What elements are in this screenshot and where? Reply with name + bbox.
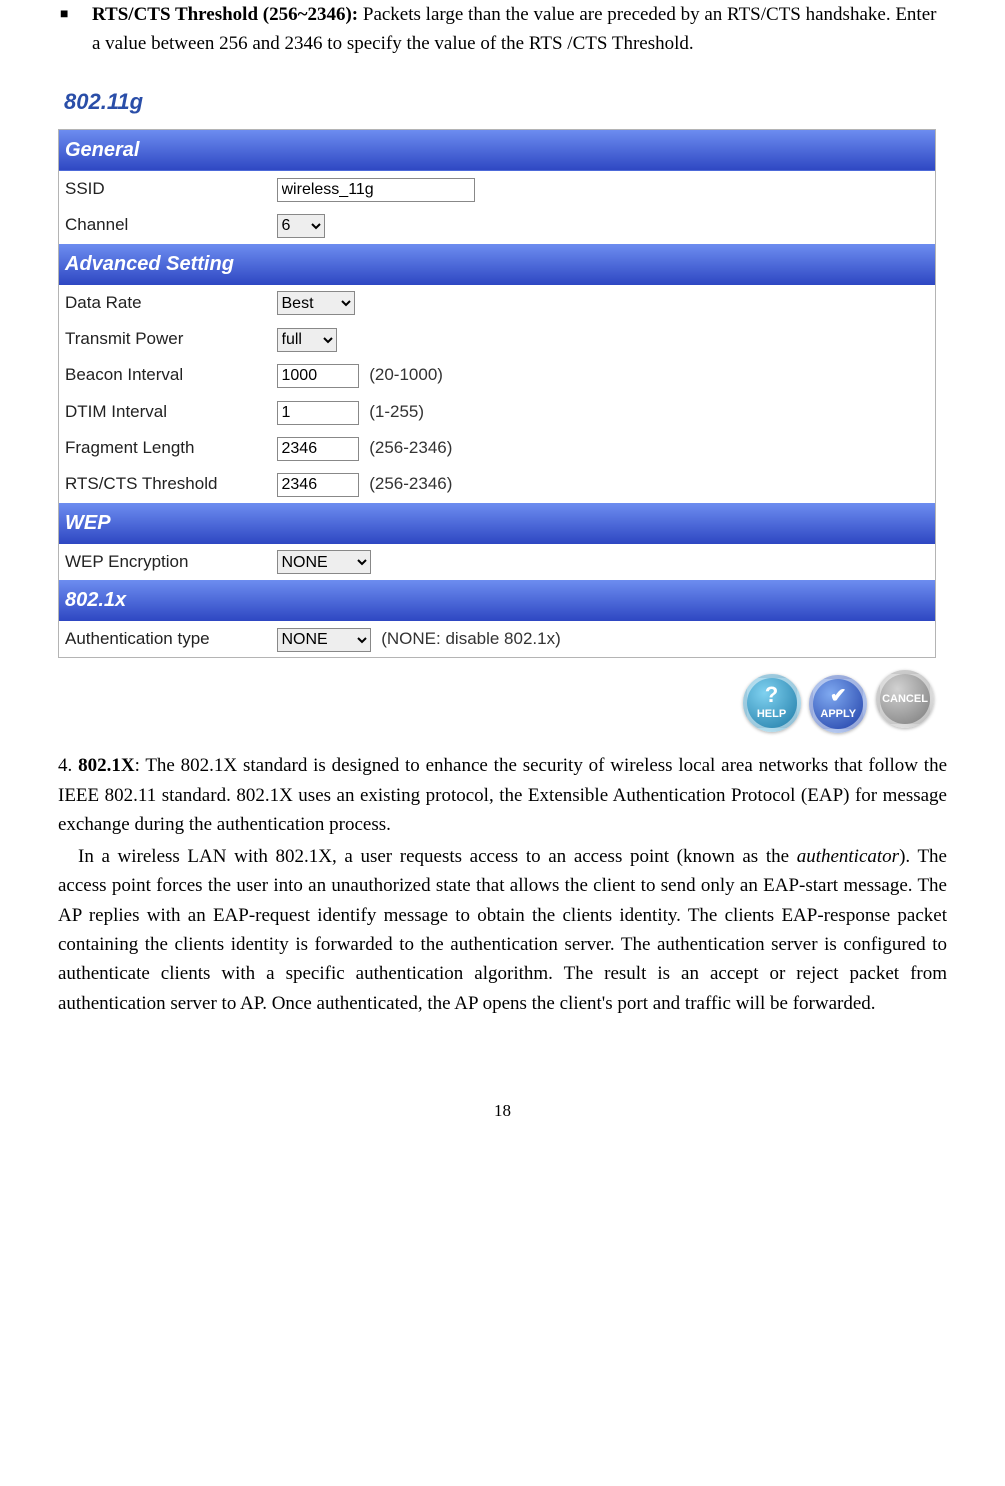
input-ssid[interactable] xyxy=(277,178,475,202)
para4-rest: : The 802.1X standard is designed to enh… xyxy=(58,755,947,835)
section-general: General xyxy=(59,129,936,171)
input-dtim[interactable] xyxy=(277,401,359,425)
input-rts[interactable] xyxy=(277,473,359,497)
label-rts: RTS/CTS Threshold xyxy=(59,466,271,502)
config-table: General SSID Channel 6 Advanced Setting … xyxy=(58,129,936,658)
select-auth[interactable]: NONE xyxy=(277,628,371,652)
para5-post: ). The access point forces the user into… xyxy=(58,846,947,1014)
help-label: HELP xyxy=(757,706,786,723)
label-beacon: Beacon Interval xyxy=(59,357,271,393)
select-wep[interactable]: NONE xyxy=(277,550,371,574)
help-icon: ? xyxy=(765,684,778,706)
paragraph-4: 4. 802.1X: The 802.1X standard is design… xyxy=(58,751,947,839)
hint-dtim: (1-255) xyxy=(369,402,424,421)
button-row: ? HELP ✔ APPLY CANCEL xyxy=(58,658,938,733)
label-datarate: Data Rate xyxy=(59,285,271,321)
hint-rts: (256-2346) xyxy=(369,474,452,493)
bullet-rts-cts: ■ RTS/CTS Threshold (256~2346): Packets … xyxy=(58,0,947,59)
bullet-body: RTS/CTS Threshold (256~2346): Packets la… xyxy=(92,0,947,59)
label-auth: Authentication type xyxy=(59,621,271,658)
input-beacon[interactable] xyxy=(277,364,359,388)
apply-button[interactable]: ✔ APPLY xyxy=(809,675,867,733)
para4-lead: 4. xyxy=(58,755,78,776)
bullet-marker: ■ xyxy=(58,0,92,59)
cancel-button[interactable]: CANCEL xyxy=(876,670,934,728)
select-txpower[interactable]: full xyxy=(277,328,337,352)
paragraph-5: In a wireless LAN with 802.1X, a user re… xyxy=(58,842,947,1019)
select-datarate[interactable]: Best xyxy=(277,291,355,315)
bullet-title: RTS/CTS Threshold (256~2346): xyxy=(92,4,363,25)
help-button[interactable]: ? HELP xyxy=(743,674,801,732)
scr-title: 802.11g xyxy=(58,77,938,129)
label-dtim: DTIM Interval xyxy=(59,394,271,430)
hint-beacon: (20-1000) xyxy=(369,365,443,384)
label-frag: Fragment Length xyxy=(59,430,271,466)
para4-bold: 802.1X xyxy=(78,755,134,776)
page-number: 18 xyxy=(58,1098,947,1124)
label-txpower: Transmit Power xyxy=(59,321,271,357)
para5-italic: authenticator xyxy=(797,846,899,867)
para5-pre: In a wireless LAN with 802.1X, a user re… xyxy=(78,846,797,867)
section-advanced: Advanced Setting xyxy=(59,244,936,285)
section-8021x: 802.1x xyxy=(59,580,936,621)
select-channel[interactable]: 6 xyxy=(277,214,325,238)
apply-label: APPLY xyxy=(820,706,856,723)
config-screenshot: 802.11g General SSID Channel 6 Advanced … xyxy=(58,77,938,734)
label-wep: WEP Encryption xyxy=(59,544,271,580)
hint-auth: (NONE: disable 802.1x) xyxy=(381,629,561,648)
label-channel: Channel xyxy=(59,207,271,243)
hint-frag: (256-2346) xyxy=(369,438,452,457)
section-wep: WEP xyxy=(59,503,936,544)
input-frag[interactable] xyxy=(277,437,359,461)
check-icon: ✔ xyxy=(830,686,847,706)
label-ssid: SSID xyxy=(59,171,271,207)
cancel-label: CANCEL xyxy=(882,691,928,708)
